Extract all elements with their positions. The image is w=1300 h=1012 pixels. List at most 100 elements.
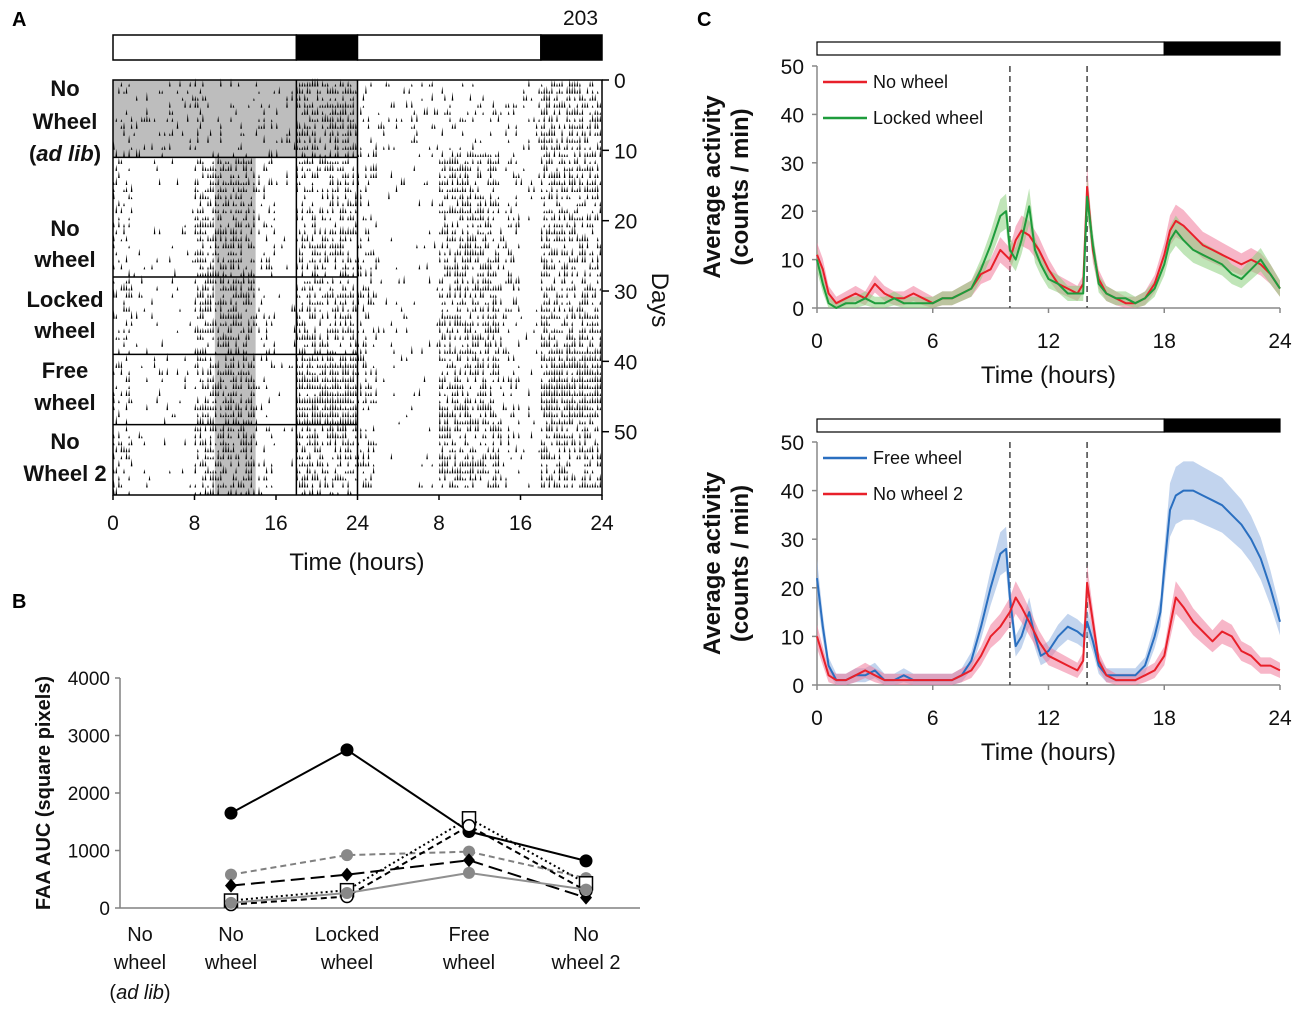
condition-label-line1: No [50, 76, 79, 101]
actogram-row-15 [113, 183, 599, 192]
activity-series-line [816, 186, 1281, 305]
actogram-row-18 [115, 204, 602, 214]
actogram-y-tick-label: 0 [614, 70, 626, 93]
auc-series-line [230, 871, 587, 904]
actogram-row-28 [113, 274, 599, 284]
condition-label-line1: No [50, 216, 79, 241]
actogram-row-30 [113, 288, 596, 298]
activity-x-tick-label: 6 [927, 330, 939, 353]
auc-category-line2: wheel 2 [551, 952, 621, 974]
condition-label-line2: wheel [33, 318, 95, 343]
actogram-row-27 [128, 267, 602, 277]
activity-y-axis-label-2: (counts / min) [727, 108, 754, 265]
actogram-x-axis-label: Time (hours) [289, 549, 424, 576]
actogram-shade-adlib [113, 80, 358, 158]
actogram-light-dark-bar [112, 34, 603, 61]
activity-error-band [817, 177, 1280, 308]
auc-category-line1: Free [448, 924, 489, 946]
auc-point-filled-circle [340, 743, 354, 757]
activity-ld-dark [1163, 418, 1281, 433]
actogram-y-tick-label: 50 [614, 422, 637, 445]
auc-point-open-circle [462, 819, 476, 833]
actogram-row-3 [169, 99, 602, 108]
auc-point-filled-circle [579, 854, 593, 868]
auc-series [223, 743, 594, 912]
activity-y-tick-label: 20 [781, 578, 804, 601]
auc-series-line [230, 850, 587, 880]
actogram-x-tick-label: 24 [590, 512, 614, 535]
activity-x-axis-label: Time (hours) [981, 362, 1116, 389]
actogram-row-32 [123, 302, 599, 312]
activity-x-tick-label: 0 [811, 330, 823, 353]
auc-category-line1: Locked [315, 924, 380, 946]
activity-y-axis-label-2: (counts / min) [727, 485, 754, 642]
actogram-row-45 [113, 394, 602, 404]
actogram-row-40 [115, 359, 602, 368]
activity-ld-dark [1163, 41, 1281, 56]
activity-top-panel: 0 10 20 30 40 50 0 6 12 18 24 No wheel Locked wheel T… [699, 41, 1292, 389]
activity-x-tick-label: 24 [1268, 707, 1292, 730]
ad-lib-text: ad lib [36, 141, 93, 166]
actogram-row-25 [118, 253, 599, 263]
actogram-y-axis-label: Days [646, 273, 673, 328]
actogram-y-tick-label: 40 [614, 351, 637, 374]
condition-label-line1: Locked [26, 287, 103, 312]
paren-open: ( [109, 982, 116, 1004]
actogram-row-21 [115, 225, 594, 235]
activity-y-tick-label: 30 [781, 529, 804, 552]
activity-y-tick-label: 10 [781, 626, 804, 649]
actogram-row-42 [125, 373, 602, 382]
activity-series-line [816, 489, 1281, 682]
condition-label-line1: No [50, 429, 79, 454]
actogram-row-54 [118, 457, 602, 467]
actogram-row-41 [113, 366, 602, 375]
activity-y-tick-label: 10 [781, 250, 804, 273]
activity-ld-light [816, 41, 1165, 56]
actogram-row-24 [115, 246, 602, 256]
actogram-panel: 203 No Wheel (ad lib) No wheel Locked wheel Fre… [23, 7, 673, 576]
paren-close: ) [94, 141, 101, 166]
actogram-x-tick-label: 16 [264, 512, 287, 535]
activity-y-axis-label-1: Average activity [699, 471, 726, 655]
condition-label-line2: Wheel 2 [23, 461, 106, 486]
legend-label: Free wheel [873, 448, 962, 468]
auc-panel: 0 1000 2000 3000 4000 No wheel (ad lib) No wheel… [33, 669, 640, 1004]
auc-point-grey-circle [463, 866, 475, 879]
auc-series-line [230, 748, 587, 862]
actogram-y-tick-label: 20 [614, 211, 637, 234]
actogram-x-tick-label: 8 [189, 512, 201, 535]
auc-category-line3: (ad lib) [109, 982, 170, 1004]
auc-y-tick-label: 3000 [68, 727, 110, 748]
auc-category-line1: No [573, 924, 599, 946]
activity-x-tick-label: 12 [1037, 330, 1060, 353]
auc-point-grey-circle [341, 887, 353, 900]
auc-category-line2: wheel [320, 952, 373, 974]
condition-label-line2: wheel [33, 390, 95, 415]
activity-y-axis-label-1: Average activity [699, 95, 726, 279]
ld-segment-light [112, 34, 298, 61]
ld-segment-dark [540, 34, 603, 61]
auc-y-tick-label: 1000 [68, 842, 110, 863]
condition-label-line2: wheel [33, 247, 95, 272]
actogram-y-tick-label: 10 [614, 140, 637, 163]
actogram-row-12 [115, 162, 599, 171]
actogram-row-13 [118, 169, 599, 178]
auc-categories: No wheel (ad lib) No wheel Locked wheel Free whe… [109, 924, 620, 1004]
actogram-row-34 [125, 316, 599, 326]
paren-open: ( [29, 141, 37, 166]
actogram-plot [112, 77, 603, 496]
auc-point-grey-circle [463, 845, 475, 858]
actogram-y-tick-label: 30 [614, 281, 637, 304]
actogram-row-47 [118, 408, 599, 418]
actogram-row-16 [113, 190, 599, 200]
actogram-row-39 [125, 352, 602, 361]
actogram-row-29 [120, 281, 602, 291]
panel-b-letter: B [12, 591, 26, 613]
legend-label: No wheel [873, 72, 948, 92]
ld-segment-light [356, 34, 542, 61]
activity-x-tick-label: 18 [1153, 707, 1176, 730]
actogram-row-2 [135, 91, 596, 101]
actogram-row-26 [113, 260, 599, 270]
activity-y-tick-label: 30 [781, 153, 804, 176]
auc-category-line1: No [218, 924, 244, 946]
